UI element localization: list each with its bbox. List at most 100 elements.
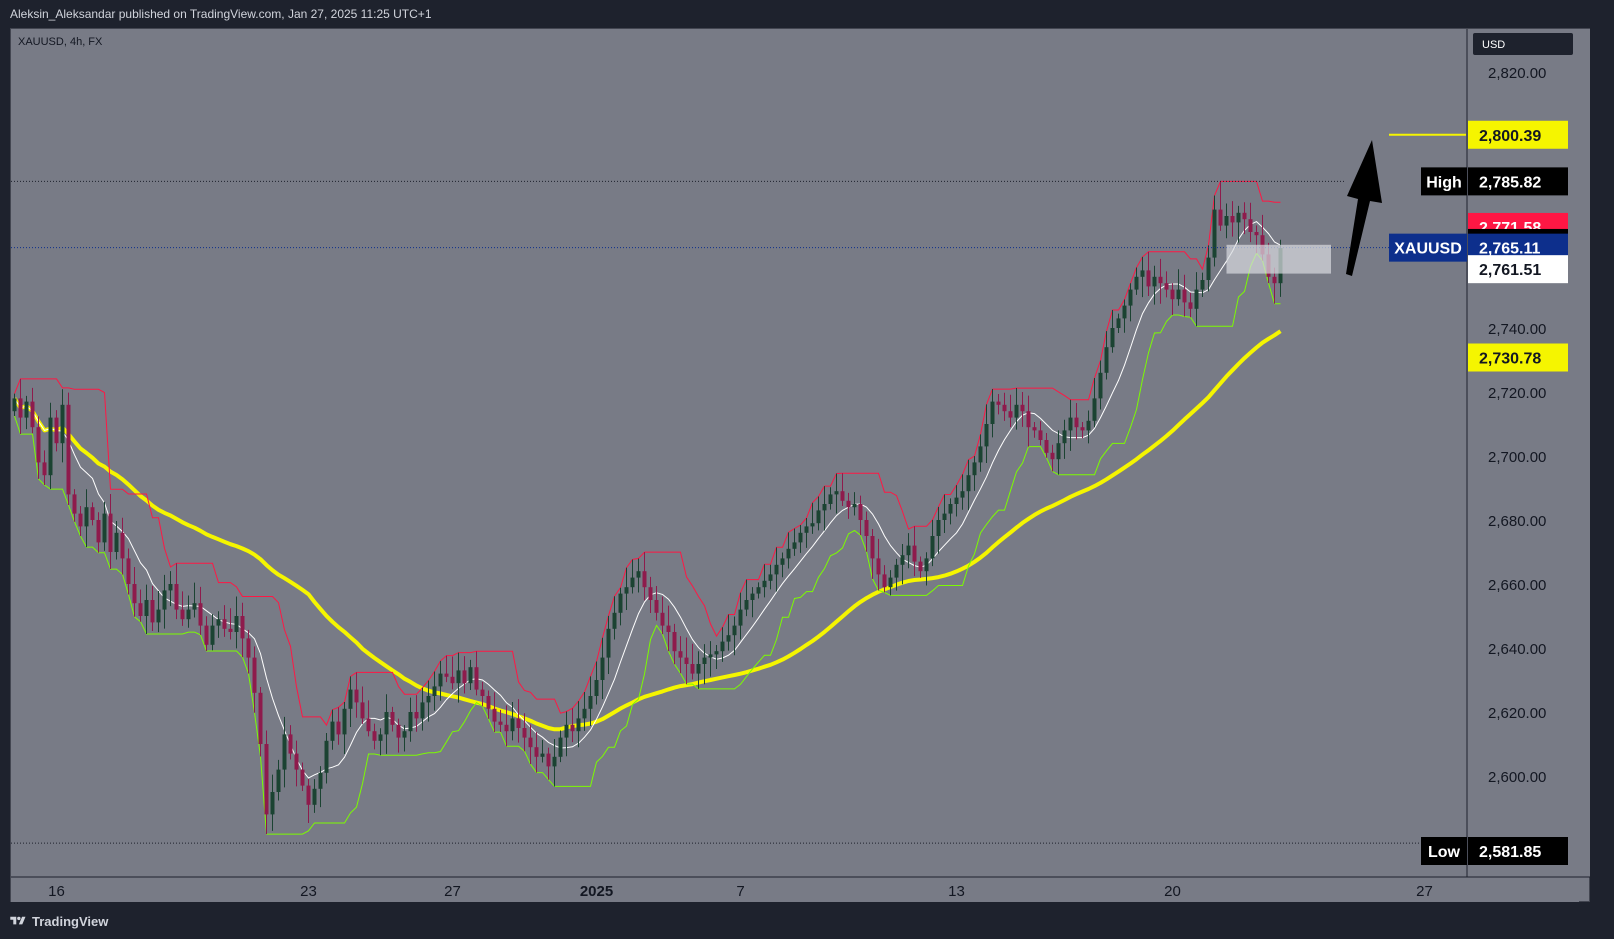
- candle-body: [270, 792, 275, 815]
- price-label-value: 2,765.11: [1479, 241, 1541, 258]
- candle-body: [288, 734, 293, 754]
- candle-body: [1164, 283, 1169, 290]
- candle: [378, 728, 383, 756]
- candle: [786, 532, 791, 569]
- published-line: Aleksin_Aleksandar published on TradingV…: [10, 7, 432, 21]
- candle-body: [582, 708, 587, 719]
- candle: [648, 576, 653, 613]
- candle: [1122, 299, 1127, 333]
- candle-body: [1020, 404, 1025, 412]
- trailing-resistance-line: [14, 180, 1281, 727]
- candle: [594, 661, 599, 705]
- candle-body: [66, 404, 71, 495]
- candle: [294, 740, 299, 787]
- candle-body: [960, 491, 965, 498]
- candle-body: [1086, 420, 1091, 431]
- y-tick-label: 2,740.00: [1488, 321, 1546, 338]
- candle: [150, 585, 155, 632]
- candle-body: [840, 491, 845, 501]
- candle-body: [588, 696, 593, 709]
- candle: [1236, 205, 1241, 243]
- price-label-bg: [1468, 343, 1568, 372]
- candle: [606, 615, 611, 674]
- candle-body: [522, 728, 527, 738]
- candle-body: [480, 689, 485, 696]
- candle-body: [906, 545, 911, 556]
- candle: [486, 690, 491, 719]
- candle: [306, 778, 311, 823]
- candle: [852, 492, 857, 516]
- candle: [282, 716, 287, 788]
- price-label-value: 2,581.85: [1479, 844, 1541, 861]
- x-tick-label: 16: [48, 883, 65, 900]
- footer-brand: TradingView: [32, 913, 109, 929]
- candle: [906, 533, 911, 569]
- candle-body: [1098, 372, 1103, 399]
- candle: [246, 629, 251, 674]
- candle-body: [1218, 209, 1223, 226]
- candle: [1050, 444, 1055, 472]
- candle-body: [258, 692, 263, 744]
- candle: [510, 702, 515, 741]
- candle-body: [210, 625, 215, 645]
- candle: [1068, 399, 1073, 451]
- candle-body: [24, 401, 29, 418]
- candle-body: [144, 600, 149, 616]
- candle-body: [654, 600, 659, 613]
- candle-body: [468, 667, 473, 684]
- candle-body: [96, 520, 101, 543]
- candle: [804, 517, 809, 548]
- candle-body: [882, 574, 887, 588]
- candle-body: [1158, 276, 1163, 284]
- time-axis: 16232720257132027Feb: [11, 878, 1579, 902]
- price-label-prefix: High: [1426, 174, 1462, 191]
- candle: [336, 707, 341, 745]
- candle-body: [1008, 411, 1013, 418]
- candle-body: [1176, 289, 1181, 300]
- candle: [750, 587, 755, 618]
- candle-body: [204, 625, 209, 645]
- candle: [420, 687, 425, 731]
- candle: [774, 547, 779, 592]
- candle-body: [1230, 216, 1235, 223]
- candle: [846, 492, 851, 519]
- candle: [384, 694, 389, 754]
- candle-body: [516, 718, 521, 728]
- candle-body: [864, 520, 869, 536]
- candle: [828, 487, 833, 510]
- candle: [204, 616, 209, 651]
- y-tick-label: 2,600.00: [1488, 769, 1546, 786]
- candle-body: [1014, 404, 1019, 418]
- candle: [768, 564, 773, 590]
- candle-body: [1044, 440, 1049, 453]
- trailing-support-line: [14, 252, 1281, 835]
- candle-body: [534, 747, 539, 757]
- candle: [744, 579, 749, 617]
- candle-body: [90, 507, 95, 520]
- candle-body: [84, 507, 89, 527]
- candle: [78, 505, 83, 537]
- candle: [30, 387, 35, 434]
- candle: [690, 643, 695, 680]
- candle: [1194, 272, 1199, 327]
- candle: [882, 565, 887, 593]
- candle-body: [660, 612, 665, 626]
- candle: [324, 732, 329, 784]
- candle-body: [570, 724, 575, 732]
- candle-body: [978, 446, 983, 463]
- candle: [120, 517, 125, 575]
- x-tick-label: 20: [1164, 883, 1181, 900]
- candle-body: [900, 555, 905, 565]
- candle: [90, 502, 95, 526]
- candle-body: [1140, 270, 1145, 277]
- candle-body: [156, 609, 161, 623]
- candle-body: [1146, 270, 1151, 287]
- candle: [552, 738, 557, 787]
- candle: [840, 473, 845, 506]
- candle: [912, 526, 917, 577]
- candle: [960, 474, 965, 510]
- candle: [162, 574, 167, 629]
- candle-body: [834, 491, 839, 495]
- candle-body: [996, 401, 1001, 405]
